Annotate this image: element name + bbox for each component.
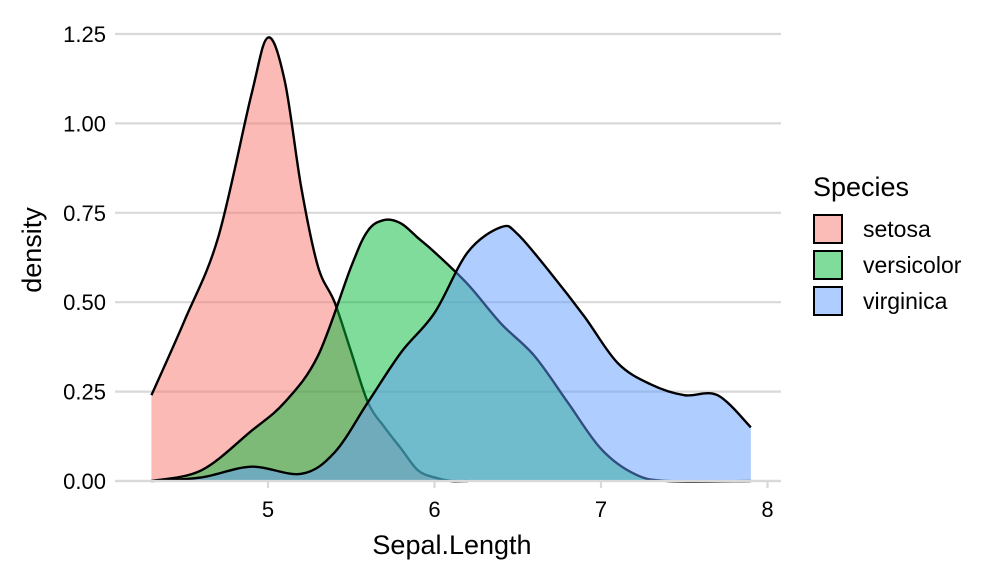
y-tick-label: 1.00 [63,111,106,136]
y-axis: 0.00 0.25 0.50 0.75 1.00 1.25 [63,22,106,494]
legend-key-setosa [813,214,843,244]
density-areas [150,36,752,483]
x-tick-label: 7 [595,497,607,522]
x-tick-label: 8 [761,497,773,522]
legend: Species setosa versicolor virginica [813,172,961,319]
x-tick-label: 5 [262,497,274,522]
y-tick-label: 0.75 [63,201,106,226]
density-fill-setosa [151,37,468,482]
legend-key-virginica [813,286,843,316]
density-fill-virginica [151,225,751,481]
legend-label: setosa [863,215,931,242]
legend-item-setosa: setosa [813,211,961,247]
legend-key-versicolor [813,250,843,280]
y-tick-label: 0.00 [63,469,106,494]
x-axis: 5 6 7 8 [115,479,781,522]
y-tick-label: 1.25 [63,22,106,47]
y-axis-title: density [17,207,47,293]
legend-title: Species [813,172,910,202]
legend-item-versicolor: versicolor [813,247,961,283]
x-tick-label: 6 [428,497,440,522]
legend-item-virginica: virginica [813,283,961,319]
legend-label: versicolor [863,251,962,278]
legend-label: virginica [863,287,948,314]
y-tick-label: 0.50 [63,290,106,315]
x-axis-title: Sepal.Length [372,530,531,560]
y-tick-label: 0.25 [63,380,106,405]
density-line-virginica [151,224,752,483]
